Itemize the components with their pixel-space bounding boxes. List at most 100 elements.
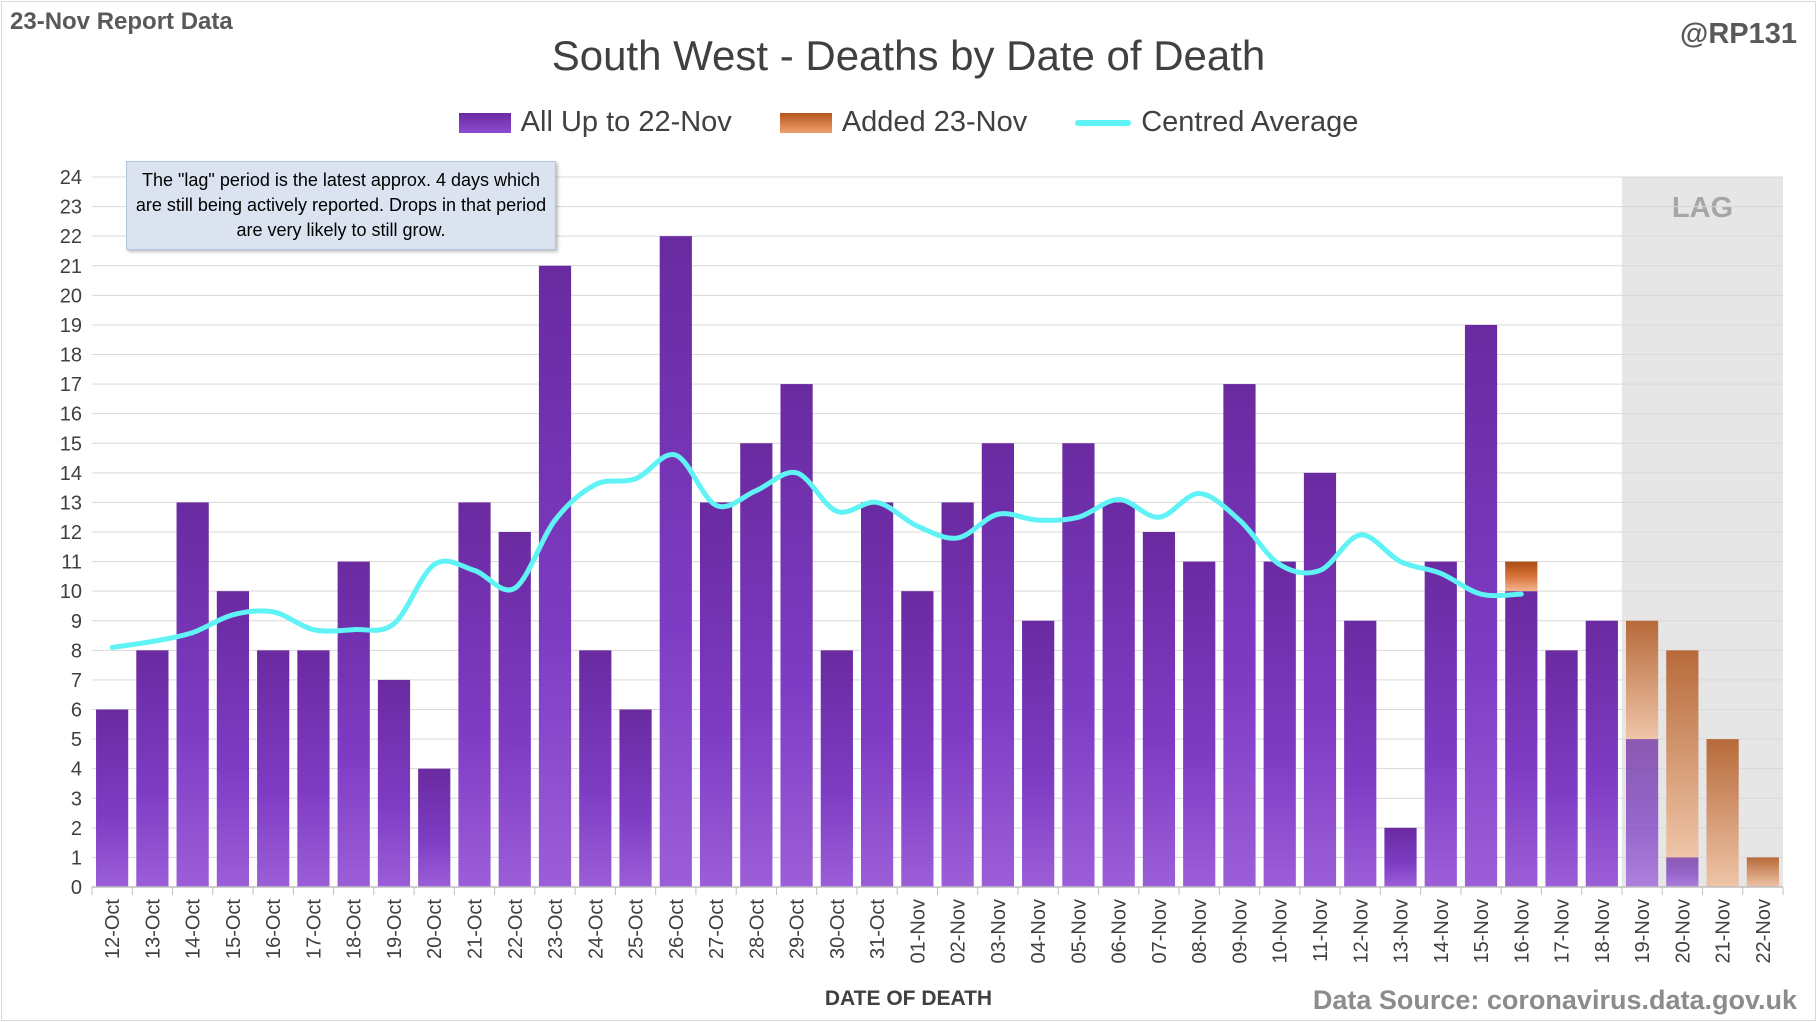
bar-all-up-to (1223, 384, 1256, 887)
bar-all-up-to (1263, 561, 1296, 887)
x-tick-label: 05-Nov (1068, 899, 1090, 963)
x-tick-label: 08-Nov (1189, 899, 1211, 963)
y-tick-label: 12 (60, 522, 82, 544)
x-tick-label: 13-Nov (1391, 899, 1413, 963)
x-tick-label: 15-Oct (223, 899, 245, 959)
bar-all-up-to (1344, 620, 1377, 887)
lag-note: The "lag" period is the latest approx. 4… (126, 161, 556, 250)
bar-all-up-to (538, 265, 572, 887)
bar-all-up-to (377, 679, 411, 887)
bar-all-up-to (579, 650, 612, 887)
x-tick-label: 26-Oct (666, 899, 688, 959)
lag-label: LAG (1672, 192, 1733, 224)
bar-all-up-to (1545, 650, 1578, 887)
x-tick-label: 22-Oct (505, 899, 527, 959)
bar-all-up-to (216, 591, 250, 887)
bar-all-up-to (176, 502, 209, 887)
x-tick-label: 13-Oct (142, 899, 164, 959)
bar-all-up-to (699, 502, 733, 887)
bar-all-up-to (297, 650, 330, 887)
legend: All Up to 22-Nov Added 23-Nov Centred Av… (0, 106, 1817, 139)
bar-all-up-to (1303, 472, 1337, 887)
x-tick-label: 19-Oct (384, 899, 406, 959)
x-tick-label: 18-Nov (1592, 899, 1614, 963)
y-tick-label: 0 (71, 877, 82, 899)
x-tick-label: 01-Nov (907, 899, 929, 963)
x-tick-label: 22-Nov (1753, 899, 1775, 963)
legend-label-all-up-to: All Up to 22-Nov (520, 106, 732, 138)
x-tick-label: 07-Nov (1149, 899, 1171, 963)
y-tick-label: 7 (71, 670, 82, 692)
bar-all-up-to (257, 650, 290, 887)
x-tick-label: 30-Oct (827, 899, 849, 959)
bar-all-up-to (619, 709, 652, 887)
y-tick-label: 11 (61, 552, 82, 574)
chart-title: South West - Deaths by Date of Death (551, 32, 1266, 79)
x-tick-label: 02-Nov (948, 899, 970, 963)
y-tick-label: 15 (60, 433, 82, 455)
bar-all-up-to (1424, 561, 1457, 887)
x-tick-label: 21-Oct (464, 899, 486, 959)
bar-all-up-to (901, 591, 934, 887)
legend-swatch-purple (458, 112, 511, 133)
x-tick-label: 27-Oct (706, 899, 728, 959)
legend-swatch-line (1075, 119, 1132, 126)
x-tick-label: 19-Nov (1632, 899, 1654, 963)
y-tick-label: 5 (71, 729, 82, 751)
y-tick-label: 17 (60, 374, 82, 396)
y-tick-label: 9 (71, 611, 82, 633)
bar-all-up-to (337, 561, 370, 887)
y-tick-label: 20 (60, 285, 82, 307)
bar-added (1746, 857, 1779, 887)
x-tick-label: 14-Oct (183, 899, 205, 959)
legend-item-added: Added 23-Nov (779, 106, 1027, 139)
legend-label-average: Centred Average (1141, 106, 1359, 138)
x-tick-label: 31-Oct (867, 899, 889, 959)
bar-all-up-to (1183, 561, 1216, 887)
bar-all-up-to (418, 768, 451, 887)
y-tick-label: 2 (71, 818, 82, 840)
y-tick-label: 24 (60, 167, 82, 189)
bar-all-up-to (458, 502, 491, 887)
author-handle: @RP131 (1680, 18, 1797, 50)
x-tick-label: 12-Nov (1350, 899, 1372, 963)
y-tick-label: 23 (60, 197, 82, 219)
bar-all-up-to (1142, 532, 1176, 887)
x-tick-label: 11-Nov (1310, 899, 1332, 962)
x-tick-label: 15-Nov (1471, 899, 1493, 963)
x-tick-label: 21-Nov (1713, 899, 1735, 963)
x-axis-title: DATE OF DEATH (824, 987, 993, 1010)
x-tick-label: 25-Oct (626, 899, 648, 959)
x-tick-label: 17-Oct (303, 899, 325, 959)
y-tick-label: 19 (60, 315, 82, 337)
y-tick-label: 4 (71, 759, 82, 781)
y-tick-label: 14 (60, 463, 82, 485)
bar-all-up-to (941, 502, 974, 887)
y-tick-label: 21 (60, 256, 82, 278)
bar-all-up-to (136, 650, 169, 887)
bar-added (1505, 561, 1538, 592)
bar-all-up-to (1102, 502, 1135, 887)
x-tick-label: 20-Oct (424, 899, 446, 959)
x-tick-label: 04-Nov (1028, 899, 1050, 963)
data-source: Data Source: coronavirus.data.gov.uk (1312, 985, 1797, 1015)
bar-added (1625, 620, 1659, 740)
bar-all-up-to (981, 443, 1014, 887)
x-tick-label: 17-Nov (1552, 899, 1574, 963)
x-tick-label: 23-Oct (545, 899, 567, 959)
y-tick-label: 8 (71, 640, 82, 662)
y-tick-label: 1 (71, 847, 82, 869)
bar-all-up-to (1464, 324, 1498, 888)
bar-all-up-to (780, 384, 813, 887)
y-tick-label: 16 (60, 404, 82, 426)
x-tick-label: 24-Oct (585, 899, 607, 959)
y-tick-label: 18 (60, 345, 82, 367)
bar-added (1706, 739, 1739, 887)
bar-all-up-to (1505, 591, 1538, 887)
x-tick-label: 20-Nov (1672, 899, 1694, 963)
bar-all-up-to (861, 502, 894, 887)
x-tick-label: 16-Oct (263, 899, 285, 959)
y-tick-label: 13 (60, 492, 82, 514)
